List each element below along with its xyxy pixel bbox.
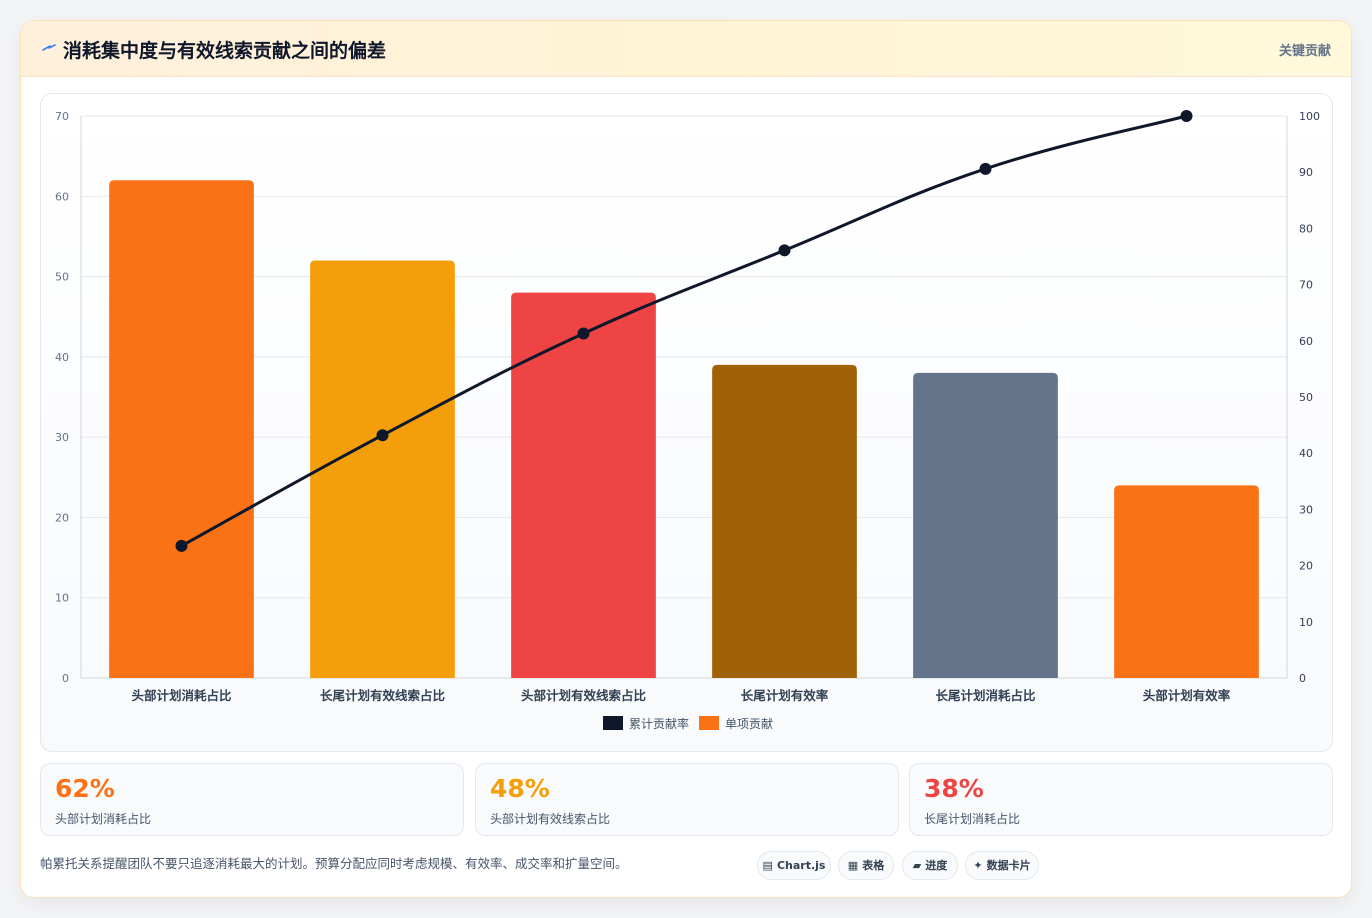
y-left-tick-label: 0 [62,672,69,685]
stat-label: 头部计划消耗占比 [55,812,152,826]
bar [712,364,857,678]
chart-card: 消耗集中度与有效线索贡献之间的偏差 关键贡献 0 10 20 30 40 50 60 70 0 1… [20,20,1352,898]
stat-card: 38% 长尾计划消耗占比 [909,763,1333,836]
pareto-chart: 0 10 20 30 40 50 60 70 0 10 20 30 40 50 60 70 80 90 100 头部计… [55,110,1320,731]
y-right-tick-label: 90 [1299,166,1313,179]
y-left-tick-label: 20 [55,511,69,524]
y-left-tick-label: 60 [55,190,69,203]
y-right-tick-label: 100 [1299,110,1320,123]
progress-icon: ▰ [912,859,922,872]
cumulative-point [376,429,389,442]
chip-cards[interactable]: ✦ 数据卡片 [965,851,1039,880]
bar [1114,485,1259,678]
stat-value: 38% [924,774,984,803]
chip-label: Chart.js [776,859,826,872]
y-right-tick-label: 0 [1299,672,1306,685]
header-tag: 关键贡献 [1278,44,1331,59]
stat-card: 48% 头部计划有效线索占比 [475,763,899,836]
chip-label: 进度 [925,859,948,872]
stat-value: 48% [490,774,550,803]
x-tick-label: 长尾计划有效线索占比 [320,688,446,703]
y-right-tick-label: 20 [1299,560,1313,573]
chip-table[interactable]: ▦ 表格 [838,851,894,880]
cumulative-point [1180,110,1193,122]
x-tick-label: 头部计划消耗占比 [131,688,232,703]
cumulative-line [180,114,1187,548]
x-tick-label: 长尾计划消耗占比 [935,688,1036,703]
chip-progress[interactable]: ▰ 进度 [902,851,958,880]
y-left-tick-label: 70 [55,110,69,123]
y-right-tick-label: 10 [1299,616,1313,629]
bar [511,292,656,678]
legend-label: 累计贡献率 [629,716,689,731]
chip-label: 数据卡片 [986,859,1031,872]
cumulative-point [175,539,188,552]
stat-card: 62% 头部计划消耗占比 [40,763,464,836]
chart-panel: 0 10 20 30 40 50 60 70 0 10 20 30 40 50 60 70 80 90 100 头部计… [40,93,1333,752]
x-tick-label: 头部计划有效率 [1143,688,1231,703]
x-tick-label: 头部计划有效线索占比 [521,688,647,703]
cumulative-point [979,162,992,175]
cumulative-point [577,327,590,340]
stat-value: 62% [55,774,115,803]
bar [310,260,455,678]
cumulative-point [778,244,791,257]
y-left-tick-label: 40 [55,351,69,364]
bar [913,372,1058,678]
bolt-icon [42,44,56,51]
y-right-tick-label: 80 [1299,222,1313,235]
stat-label: 长尾计划消耗占比 [924,812,1021,826]
card-icon: ✦ [973,859,983,872]
bar [109,180,254,678]
legend-label: 单项贡献 [725,716,773,731]
chart-icon: ▤ [762,859,773,872]
y-right-tick-label: 60 [1299,335,1313,348]
y-right-tick-label: 30 [1299,503,1313,516]
y-left-tick-label: 50 [55,271,69,284]
card-header: 消耗集中度与有效线索贡献之间的偏差 关键贡献 [21,21,1351,77]
table-icon: ▦ [847,859,859,872]
chip-chartjs[interactable]: ▤ Chart.js [757,851,831,880]
x-tick-label: 长尾计划有效率 [741,688,829,703]
footnote: 帕累托关系提醒团队不要只追逐消耗最大的计划。预算分配应同时考虑规模、有效率、成交… [40,856,628,871]
y-right-tick-label: 50 [1299,391,1313,404]
stat-label: 头部计划有效线索占比 [490,812,611,826]
y-right-tick-label: 40 [1299,447,1313,460]
y-left-tick-label: 30 [55,431,69,444]
y-right-tick-label: 70 [1299,279,1313,292]
legend-swatch [603,716,623,730]
y-left-tick-label: 10 [55,592,69,605]
legend-swatch [699,716,719,730]
chip-label: 表格 [862,859,885,872]
chart-title: 消耗集中度与有效线索贡献之间的偏差 [63,40,387,62]
